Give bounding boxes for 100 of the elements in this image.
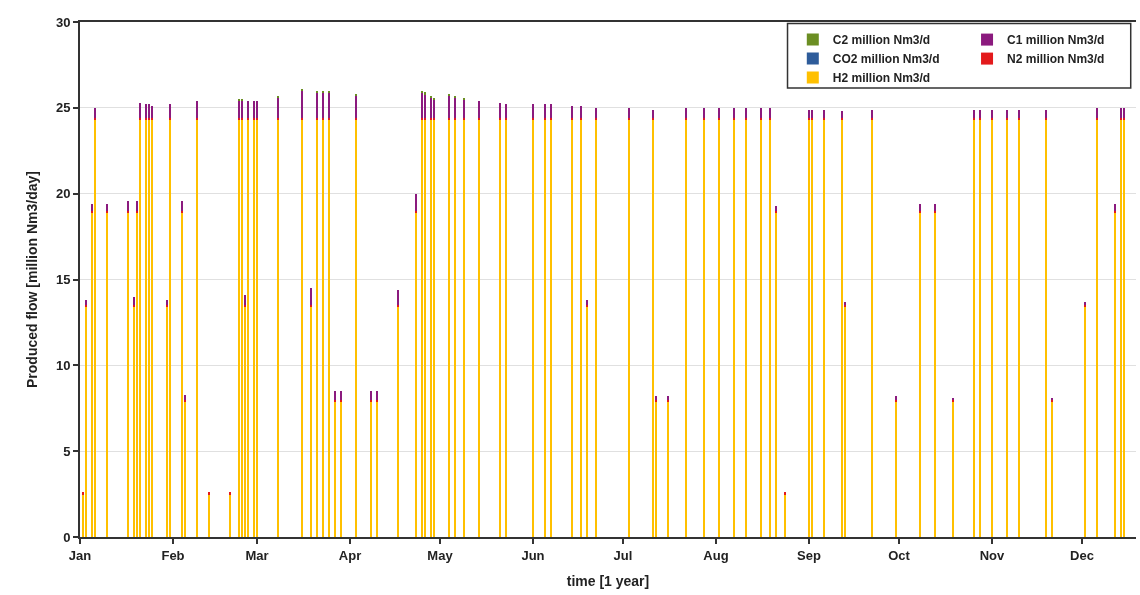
y-tick-label: 30 — [55, 14, 71, 30]
y-tick-label: 10 — [55, 357, 71, 373]
y-tick-label: 25 — [55, 100, 71, 116]
bar — [973, 120, 975, 537]
y-axis-title: Produced flow [million Nm3/day] — [24, 170, 41, 389]
bar — [433, 99, 435, 118]
bar — [595, 120, 597, 537]
legend-label: C2 million Nm3/d — [832, 33, 931, 48]
bar — [397, 307, 399, 537]
bar — [769, 120, 771, 537]
bar — [328, 120, 330, 537]
x-tick-label: Oct — [888, 547, 911, 563]
bar — [1114, 204, 1116, 211]
legend-label: CO2 million Nm3/d — [832, 52, 940, 67]
bar — [703, 108, 705, 118]
bar — [1084, 307, 1086, 537]
bar — [1120, 108, 1122, 118]
bar — [718, 120, 720, 537]
bar — [718, 108, 720, 118]
bar — [370, 401, 372, 537]
bar — [433, 120, 435, 537]
bar — [1045, 120, 1047, 537]
bar — [871, 120, 873, 537]
bar — [499, 103, 501, 118]
bar — [895, 396, 897, 400]
y-tick-label: 15 — [55, 272, 71, 288]
bar — [991, 110, 993, 118]
bar — [1120, 120, 1122, 537]
bar — [256, 101, 258, 118]
bar — [499, 120, 501, 537]
bar — [256, 120, 258, 537]
bar — [823, 120, 825, 537]
bar — [784, 494, 786, 537]
bar — [355, 120, 357, 537]
bar — [979, 110, 981, 118]
bar — [991, 120, 993, 537]
bar — [334, 401, 336, 537]
bar — [775, 213, 777, 537]
x-tick-label: Mar — [245, 547, 269, 563]
bar — [424, 92, 426, 95]
bar — [1096, 120, 1098, 537]
bar — [823, 110, 825, 118]
bar — [745, 108, 747, 118]
bar — [550, 120, 552, 537]
bar — [652, 110, 654, 118]
bar — [760, 120, 762, 537]
bar — [586, 300, 588, 305]
bar — [871, 110, 873, 118]
bar — [895, 401, 897, 537]
x-tick-label: Nov — [979, 547, 1006, 563]
bar — [376, 401, 378, 537]
bar — [397, 290, 399, 305]
bar — [580, 106, 582, 118]
bar — [532, 104, 534, 118]
x-axis-title: time [1 year] — [566, 573, 650, 590]
bar — [454, 120, 456, 537]
bar — [421, 120, 423, 537]
bar — [550, 104, 552, 118]
bar — [745, 120, 747, 537]
bar — [424, 94, 426, 118]
bar — [544, 120, 546, 537]
bar — [973, 110, 975, 118]
bar — [919, 204, 921, 211]
bar — [655, 396, 657, 400]
bar — [919, 213, 921, 537]
bar — [301, 120, 303, 537]
x-tick-label: Aug — [703, 547, 729, 563]
bar — [733, 108, 735, 118]
bar — [277, 98, 279, 118]
bar — [430, 120, 432, 537]
bar — [1123, 108, 1125, 118]
bar — [454, 98, 456, 118]
bar — [841, 111, 843, 118]
bar — [811, 120, 813, 537]
y-tick-label: 20 — [55, 186, 71, 202]
bar — [1018, 120, 1020, 537]
y-tick-label: 0 — [63, 529, 71, 545]
bar — [760, 108, 762, 118]
bar — [1045, 110, 1047, 118]
bar — [934, 204, 936, 211]
bar — [376, 391, 378, 400]
bar — [310, 307, 312, 537]
bar — [784, 492, 786, 495]
bar — [301, 91, 303, 118]
bar — [1018, 110, 1020, 118]
bar — [775, 206, 777, 211]
bar — [370, 391, 372, 400]
bar — [703, 120, 705, 537]
bar — [463, 99, 465, 118]
bar — [1114, 213, 1116, 537]
bar — [769, 108, 771, 118]
bar — [277, 120, 279, 537]
bar — [595, 108, 597, 118]
bar — [1006, 120, 1008, 537]
x-tick-label: Feb — [161, 547, 185, 563]
bar — [316, 120, 318, 537]
bar — [1006, 110, 1008, 118]
x-tick-label: Jun — [521, 547, 545, 563]
bar — [478, 120, 480, 537]
bar — [685, 108, 687, 118]
